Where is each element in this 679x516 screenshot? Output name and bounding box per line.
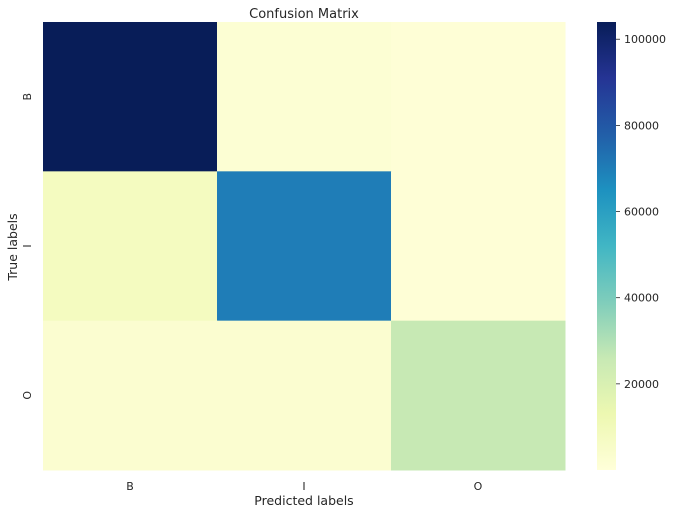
y-tick-label: B: [21, 93, 34, 101]
heatmap-cell-O-I: [217, 320, 392, 471]
colorbar-tick-label: 20000: [624, 378, 659, 391]
colorbar-tick-label: 100000: [624, 33, 666, 46]
heatmap-cells: [43, 22, 566, 471]
heatmap-cell-I-I: [217, 171, 392, 322]
heatmap-cell-O-B: [43, 320, 218, 471]
colorbar-tick-label: 80000: [624, 119, 659, 132]
x-tick-label: O: [474, 480, 483, 493]
y-axis-label: True labels: [5, 213, 20, 281]
heatmap-cell-B-B: [43, 22, 218, 172]
x-tick-label: I: [302, 480, 305, 493]
colorbar-ticks: 20000 40000 60000 80000 100000: [616, 33, 666, 391]
x-tick-label: B: [126, 480, 134, 493]
y-tick-labels: B I O: [21, 93, 34, 400]
colorbar-tick-label: 40000: [624, 292, 659, 305]
heatmap-cell-B-O: [391, 22, 566, 172]
y-tick-label: I: [21, 244, 34, 247]
heatmap-cell-I-B: [43, 171, 218, 322]
heatmap-cell-B-I: [217, 22, 392, 172]
y-tick-label: O: [21, 391, 34, 400]
heatmap-cell-O-O: [391, 320, 566, 471]
x-axis-label: Predicted labels: [254, 493, 353, 508]
colorbar: [597, 22, 616, 470]
heatmap-cell-I-O: [391, 171, 566, 322]
chart-title: Confusion Matrix: [249, 7, 359, 22]
colorbar-tick-label: 60000: [624, 206, 659, 219]
